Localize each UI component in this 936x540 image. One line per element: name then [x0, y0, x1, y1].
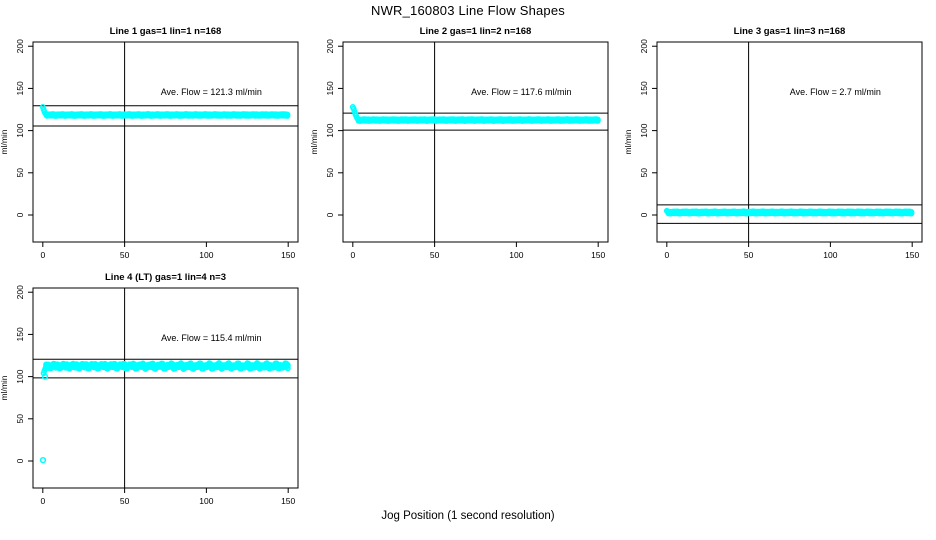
x-tick-label: 150	[281, 496, 295, 506]
y-tick-label: 100	[15, 369, 25, 383]
y-tick-label: 150	[15, 327, 25, 341]
y-tick-label: 0	[15, 212, 25, 217]
plot-title: NWR_160803 Line Flow Shapes	[370, 3, 565, 18]
panel-title: Line 4 (LT) gas=1 lin=4 n=3	[105, 272, 226, 283]
y-tick-label: 200	[325, 39, 335, 53]
y-tick-label: 0	[325, 212, 335, 217]
y-axis-label: ml/min	[623, 129, 633, 154]
panel-title: Line 1 gas=1 lin=1 n=168	[110, 26, 222, 37]
y-tick-label: 50	[325, 168, 335, 178]
panel-line-3: Line 3 gas=1 lin=3 n=168 0 50 100 150 0 50 100 1…	[623, 26, 923, 260]
plot-box	[32, 41, 299, 243]
y-axis-label: ml/min	[0, 375, 9, 400]
panel-title: Line 2 gas=1 lin=2 n=168	[420, 26, 532, 37]
x-tick-label: 50	[744, 250, 754, 260]
data-points	[349, 104, 601, 124]
panel-line-4: Line 4 (LT) gas=1 lin=4 n=3 0 50 100 150 0 50 1…	[0, 272, 299, 506]
y-tick-label: 100	[15, 123, 25, 137]
y-axis-label: ml/min	[0, 129, 9, 154]
plot-box	[656, 41, 923, 243]
ave-flow-annotation: Ave. Flow = 117.6 ml/min	[471, 87, 571, 97]
panel-title: Line 3 gas=1 lin=3 n=168	[734, 26, 846, 37]
x-tick-label: 150	[281, 250, 295, 260]
x-tick-label: 100	[509, 250, 523, 260]
plot-box	[32, 287, 299, 489]
y-tick-label: 200	[15, 285, 25, 299]
ave-flow-annotation: Ave. Flow = 121.3 ml/min	[161, 87, 262, 97]
axes: 0 50 100 150 0 50 100 150 200 ml/min	[623, 39, 920, 260]
x-tick-label: 150	[591, 250, 605, 260]
x-tick-label: 150	[905, 250, 919, 260]
y-tick-label: 200	[639, 39, 649, 53]
panel-line-1: Line 1 gas=1 lin=1 n=168 0 50 100 150 0 50 100 1…	[0, 26, 299, 260]
y-tick-label: 0	[639, 212, 649, 217]
ave-flow-annotation: Ave. Flow = 115.4 ml/min	[161, 333, 261, 343]
y-tick-label: 50	[15, 168, 25, 178]
axes: 0 50 100 150 0 50 100 150 200 ml/min	[0, 285, 296, 506]
x-tick-label: 50	[120, 496, 130, 506]
x-tick-label: 50	[430, 250, 440, 260]
y-axis-label: ml/min	[309, 129, 319, 154]
ave-flow-annotation: Ave. Flow = 2.7 ml/min	[790, 87, 881, 97]
plot-box	[342, 41, 609, 243]
x-tick-label: 0	[664, 250, 669, 260]
y-tick-label: 50	[639, 168, 649, 178]
data-points	[39, 360, 291, 464]
data-points	[663, 207, 915, 217]
x-tick-label: 0	[40, 250, 45, 260]
axes: 0 50 100 150 0 50 100 150 200 ml/min	[0, 39, 296, 260]
axes: 0 50 100 150 0 50 100 150 200 ml/min	[309, 39, 606, 260]
x-tick-label: 100	[199, 250, 213, 260]
x-axis-label: Jog Position (1 second resolution)	[381, 510, 555, 522]
x-tick-label: 50	[120, 250, 130, 260]
y-tick-label: 200	[15, 39, 25, 53]
y-tick-label: 0	[15, 458, 25, 463]
x-tick-label: 0	[350, 250, 355, 260]
x-tick-label: 100	[199, 496, 213, 506]
panel-line-2: Line 2 gas=1 lin=2 n=168 0 50 100 150 0 50 100 1…	[309, 26, 609, 260]
y-tick-label: 100	[325, 123, 335, 137]
y-tick-label: 150	[325, 81, 335, 95]
x-tick-label: 100	[823, 250, 837, 260]
y-tick-label: 150	[15, 81, 25, 95]
y-tick-label: 150	[639, 81, 649, 95]
y-tick-label: 100	[639, 123, 649, 137]
x-tick-label: 0	[40, 496, 45, 506]
y-tick-label: 50	[15, 414, 25, 424]
data-points	[39, 104, 291, 119]
